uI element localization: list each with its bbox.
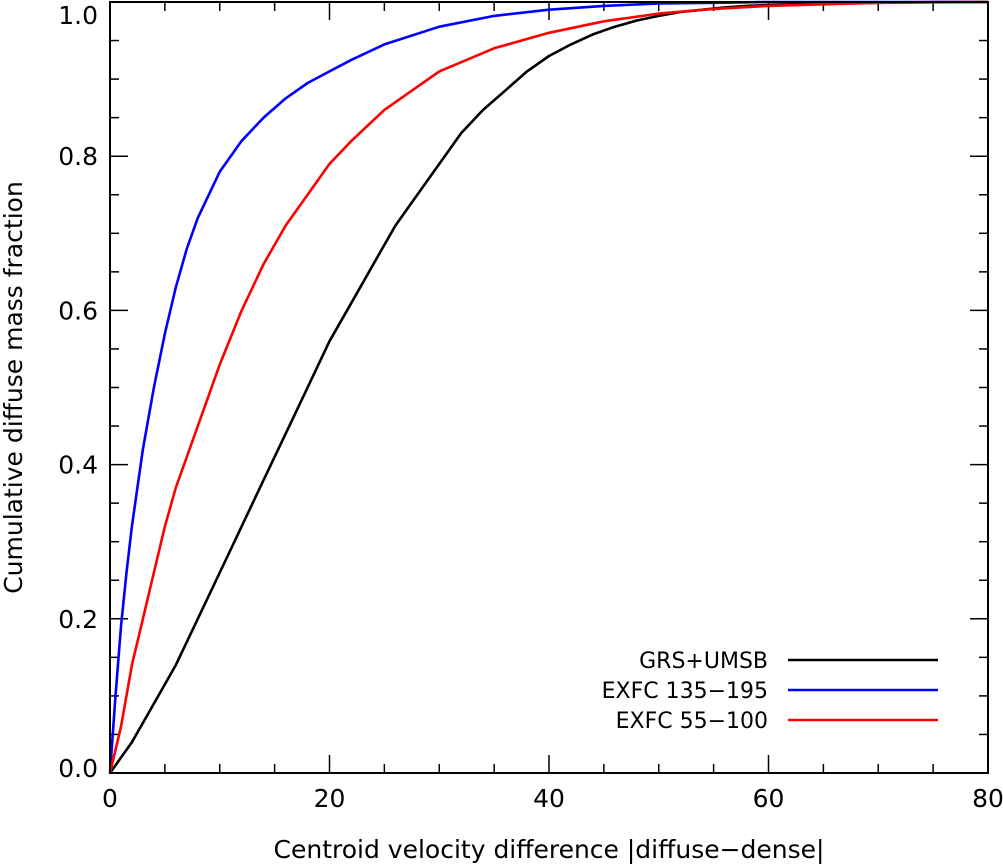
y-tick-label: 0.0	[58, 754, 98, 783]
axis-ticks	[109, 1, 989, 774]
legend-label-1: EXFC 135−195	[602, 679, 768, 704]
x-tick-label: 80	[972, 784, 1003, 813]
legend: GRS+UMSB EXFC 135−195 EXFC 55−100	[602, 649, 938, 734]
y-tick-label: 0.2	[58, 605, 98, 634]
series-line-2	[108, 0, 989, 774]
y-tick-label: 0.6	[58, 296, 98, 325]
legend-label-2: EXFC 55−100	[616, 709, 768, 734]
legend-label-0: GRS+UMSB	[639, 649, 768, 674]
series-line-1	[108, 0, 988, 774]
y-tick-label: 0.4	[58, 451, 98, 480]
x-tick-label: 0	[102, 784, 118, 813]
x-tick-label: 20	[314, 784, 346, 813]
plot-frame	[109, 1, 989, 774]
tick-labels: 0 20 40 60 80 0.0 0.2 0.4 0.6 0.8 1.0	[58, 1, 1003, 813]
x-tick-label: 40	[533, 784, 565, 813]
x-tick-label: 60	[753, 784, 785, 813]
y-tick-label: 0.8	[58, 142, 98, 171]
y-tick-label: 1.0	[58, 1, 98, 30]
x-axis-title: Centroid velocity difference |diffuse−de…	[274, 835, 825, 864]
y-axis-title: Cumulative diffuse mass fraction	[0, 181, 28, 594]
series-lines	[108, 0, 989, 774]
series-line-0	[108, 0, 988, 774]
